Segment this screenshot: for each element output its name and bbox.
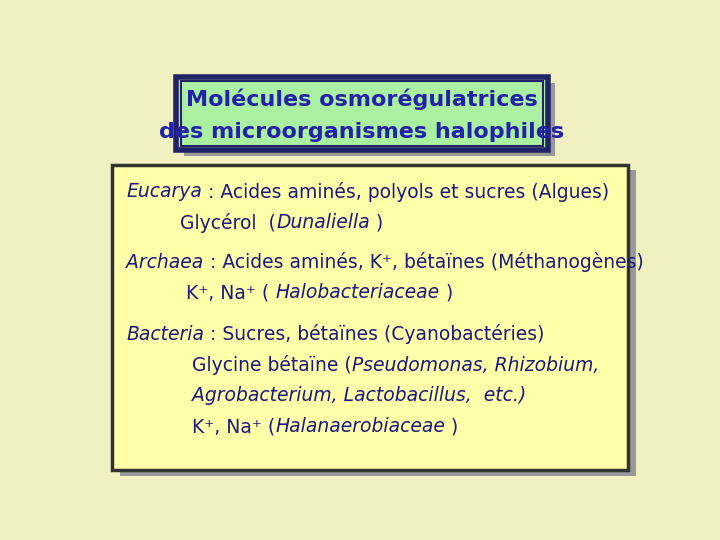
FancyBboxPatch shape [120, 171, 636, 476]
Text: : Acides aminés, polyols et sucres (Algues): : Acides aminés, polyols et sucres (Algu… [202, 181, 609, 201]
Text: ): ) [446, 417, 459, 436]
Text: : Acides aminés, K⁺, bétaïnes (Méthanogènes): : Acides aminés, K⁺, bétaïnes (Méthanogè… [204, 252, 643, 272]
Text: ): ) [440, 283, 453, 302]
Text: : Sucres, bétaïnes (Cyanobactéries): : Sucres, bétaïnes (Cyanobactéries) [204, 324, 544, 344]
FancyBboxPatch shape [176, 77, 548, 150]
Text: des microorganismes halophiles: des microorganismes halophiles [159, 122, 564, 142]
Text: K⁺, Na⁺ (: K⁺, Na⁺ ( [126, 417, 276, 436]
Text: Archaea: Archaea [126, 253, 204, 272]
Text: Bacteria: Bacteria [126, 325, 204, 344]
Text: Glycine bétaïne (: Glycine bétaïne ( [126, 355, 352, 375]
Text: Eucarya: Eucarya [126, 182, 202, 201]
Text: Molécules osmorégulatrices: Molécules osmorégulatrices [186, 89, 538, 110]
FancyBboxPatch shape [184, 83, 555, 156]
Text: Glycérol  (: Glycérol ( [126, 213, 276, 233]
Text: K⁺, Na⁺ (: K⁺, Na⁺ ( [126, 283, 276, 302]
Text: ): ) [370, 213, 383, 232]
Text: Halobacteriaceae: Halobacteriaceae [276, 283, 440, 302]
Text: Halanaerobiaceae: Halanaerobiaceae [276, 417, 446, 436]
Text: Pseudomonas, Rhizobium,: Pseudomonas, Rhizobium, [352, 355, 599, 375]
Text: Dunaliella: Dunaliella [276, 213, 370, 232]
Text: Agrobacterium, Lactobacillus,  etc.): Agrobacterium, Lactobacillus, etc.) [192, 386, 526, 406]
FancyBboxPatch shape [112, 165, 629, 470]
